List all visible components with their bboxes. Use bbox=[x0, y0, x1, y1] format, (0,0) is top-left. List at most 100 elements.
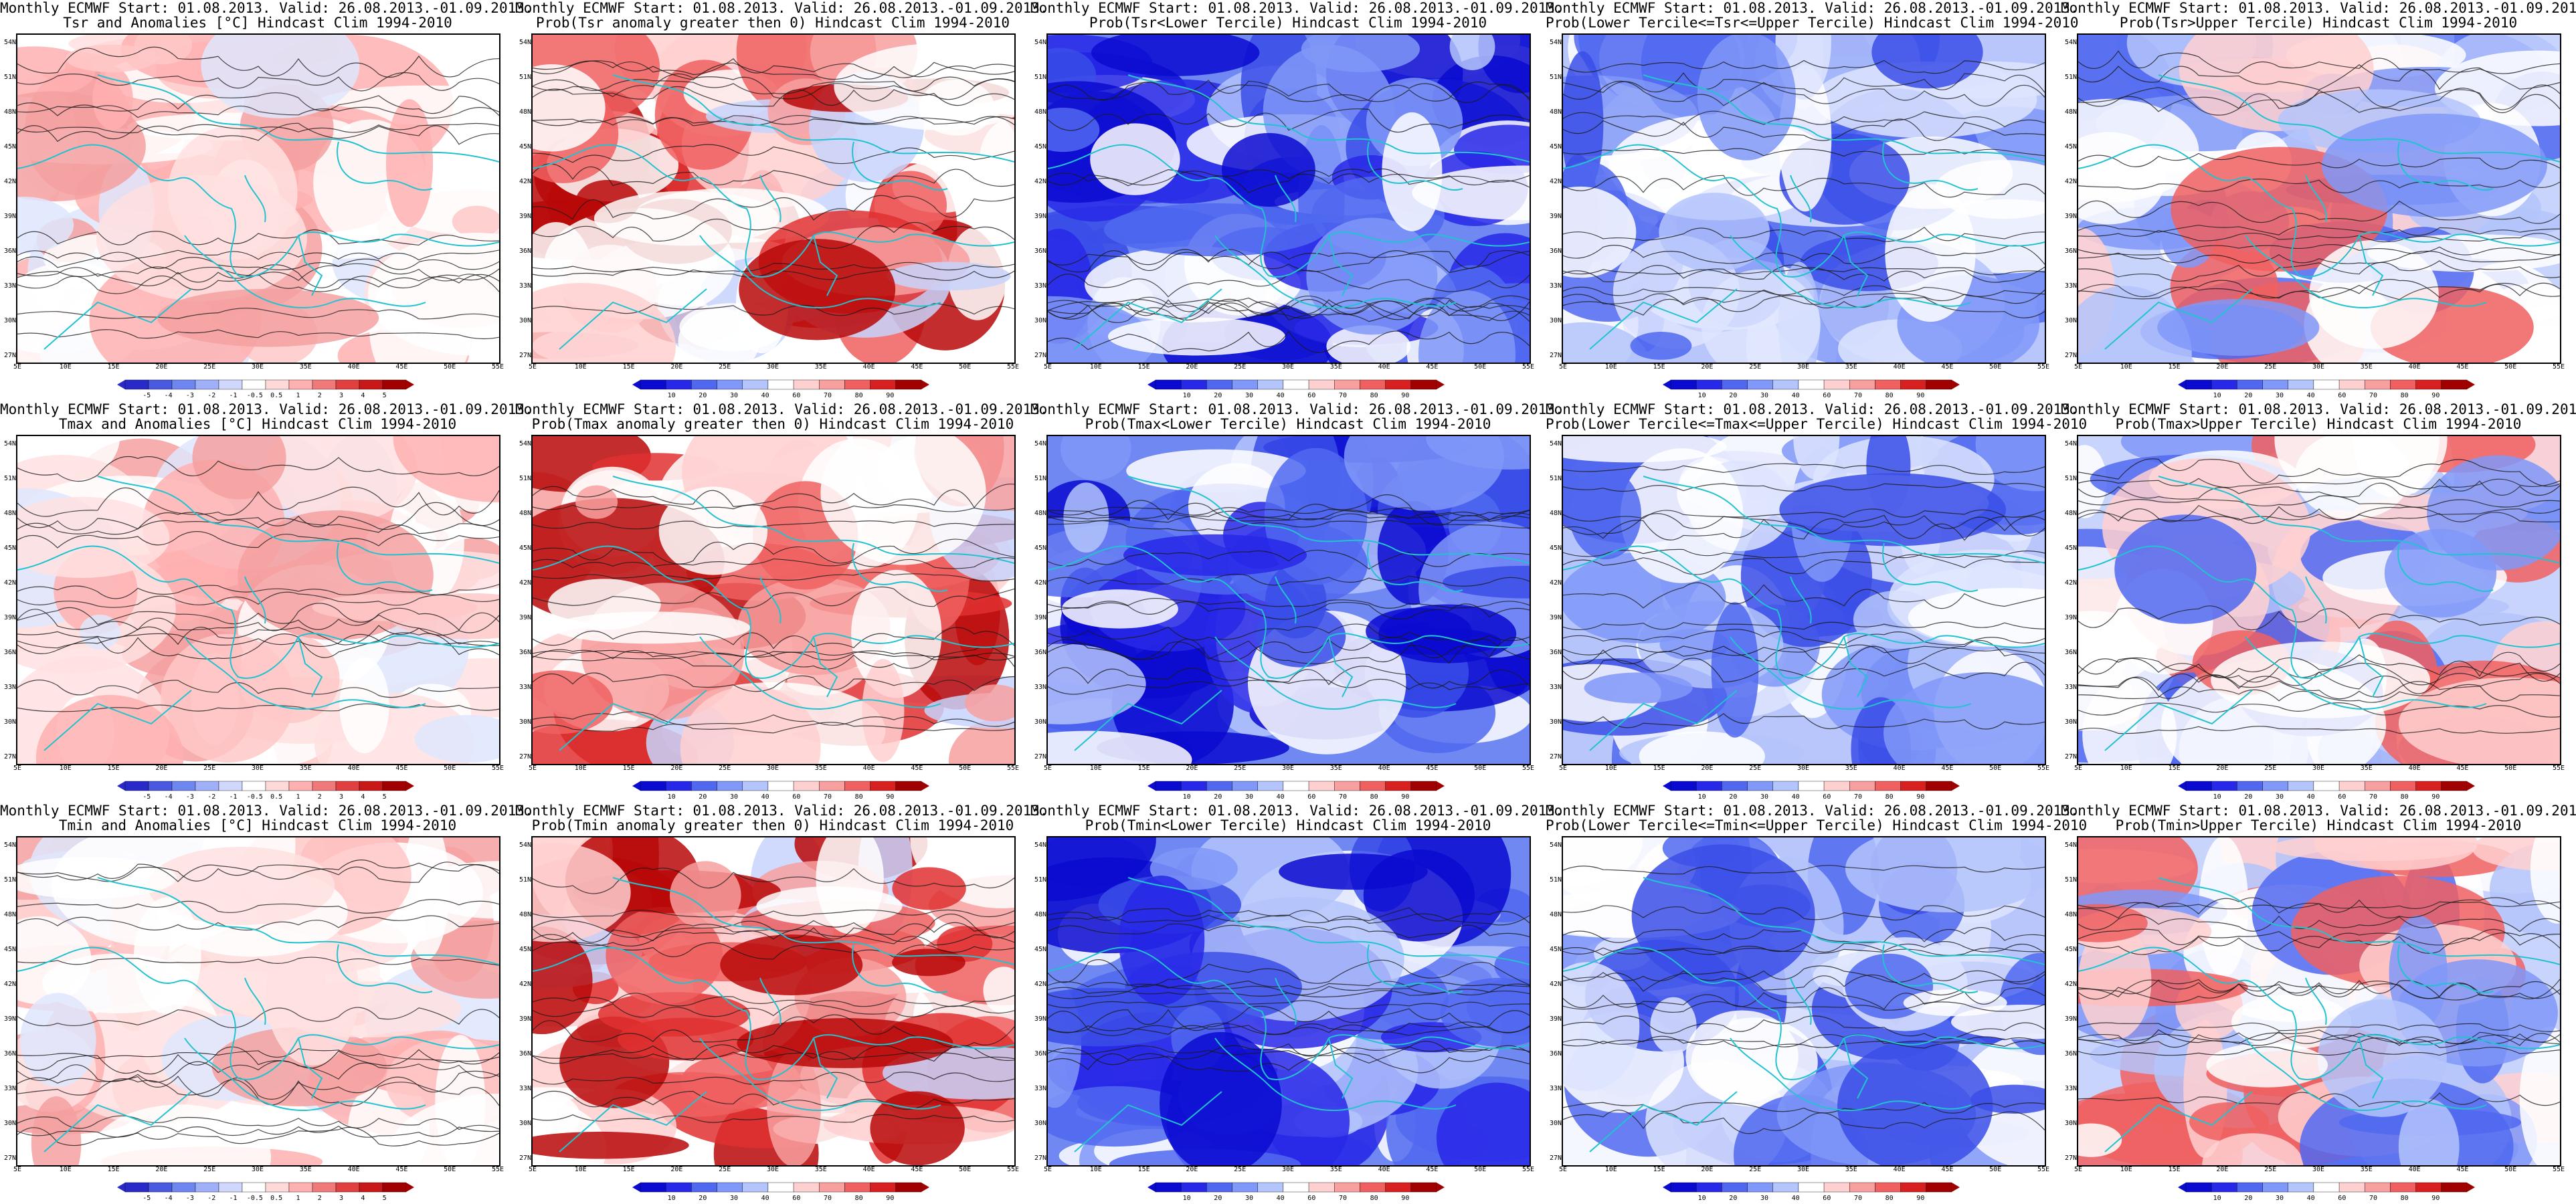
lat-tick-label: 54N bbox=[1034, 39, 1046, 46]
contour-line bbox=[17, 603, 499, 636]
lat-tick-label: 39N bbox=[2064, 614, 2077, 621]
lat-tick-label: 39N bbox=[1549, 614, 1562, 621]
lat-tick-label: 36N bbox=[1549, 649, 1562, 656]
lat-tick-label: 30N bbox=[1549, 317, 1562, 324]
lon-tick-label: 40E bbox=[2408, 363, 2421, 371]
contour-line bbox=[1048, 168, 1530, 194]
colorbar-swatch bbox=[382, 1182, 407, 1193]
probability-map bbox=[531, 33, 1016, 364]
lon-tick-label: 5E bbox=[1558, 1166, 1568, 1173]
lon-tick-label: 50E bbox=[1474, 1166, 1487, 1173]
coastline bbox=[1790, 977, 1869, 1099]
contour-line bbox=[1563, 482, 2045, 492]
colorbar-label: 80 bbox=[2400, 793, 2409, 801]
contour-line bbox=[17, 1046, 499, 1075]
colorbar-swatch bbox=[2365, 1182, 2391, 1193]
shading-blob bbox=[312, 593, 478, 621]
shading-blob bbox=[66, 44, 158, 72]
coastline bbox=[533, 946, 1014, 1080]
colorbar-swatch bbox=[1747, 1182, 1773, 1193]
lat-tick-label: 54N bbox=[1549, 39, 1562, 46]
lat-tick-label: 42N bbox=[3, 579, 16, 587]
colorbar-swatch bbox=[1823, 379, 1850, 390]
lon-tick-label: 15E bbox=[1653, 765, 1665, 772]
lat-tick-label: 48N bbox=[519, 911, 531, 918]
colorbar-swatch bbox=[148, 1182, 173, 1193]
colorbar-label: 4 bbox=[361, 392, 365, 399]
lon-tick-label: 55E bbox=[491, 1166, 504, 1173]
lon-tick-label: 30E bbox=[1281, 765, 1295, 772]
lat-tick-label: 51N bbox=[1549, 475, 1562, 482]
colorbar-swatch bbox=[288, 781, 313, 791]
contour-line bbox=[2078, 200, 2560, 224]
coastline bbox=[1074, 944, 1463, 1152]
colorbar-label: 10 bbox=[667, 793, 676, 801]
colorbar-label: 20 bbox=[1729, 793, 1738, 801]
lat-tick-label: 45N bbox=[1549, 143, 1562, 150]
shading-blob bbox=[737, 1018, 953, 1068]
map-panel-tsr-prob-lower: Monthly ECMWF Start: 01.08.2013. Valid: … bbox=[1030, 0, 1564, 401]
lat-tick-label: 27N bbox=[1034, 352, 1046, 359]
colorbar-swatch bbox=[1772, 781, 1799, 791]
probability-map bbox=[1046, 33, 1531, 364]
shading-blob bbox=[1701, 269, 1821, 363]
lat-tick-label: 30N bbox=[519, 1120, 531, 1127]
panel-title-line2: Prob(Tmax<Lower Tercile) Hindcast Clim 1… bbox=[1085, 416, 1491, 432]
panel-title-line2: Prob(Tmin<Lower Tercile) Hindcast Clim 1… bbox=[1085, 817, 1491, 833]
colorbar-swatch bbox=[717, 781, 743, 791]
coastline bbox=[2104, 141, 2494, 350]
colorbar-label: 40 bbox=[761, 793, 769, 801]
colorbar-label: 20 bbox=[699, 392, 707, 399]
colorbar-label: 10 bbox=[2213, 793, 2221, 801]
colorbar-swatch bbox=[1695, 781, 1722, 791]
lon-tick-label: 10E bbox=[574, 1166, 587, 1173]
contour-line bbox=[17, 308, 499, 320]
colorbar-label: 20 bbox=[699, 1195, 707, 1202]
shading-blob bbox=[1779, 473, 2007, 546]
colorbar-label: 40 bbox=[1276, 793, 1285, 801]
panel-title-line2: Prob(Tmin anomaly greater then 0) Hindca… bbox=[531, 817, 1014, 833]
lon-tick-label: 30E bbox=[251, 1166, 264, 1173]
panel-title-line2: Prob(Tsr>Upper Tercile) Hindcast Clim 19… bbox=[2119, 15, 2518, 31]
shading-blob bbox=[1813, 62, 2037, 138]
lon-tick-label: 30E bbox=[2312, 363, 2325, 371]
shading-blob bbox=[533, 670, 614, 734]
contour-line bbox=[1048, 249, 1530, 273]
coastline bbox=[2158, 877, 2560, 965]
shading-blob bbox=[533, 283, 676, 363]
shading-blob bbox=[820, 436, 986, 565]
lon-tick-label: 40E bbox=[862, 765, 875, 772]
contour-line bbox=[17, 72, 499, 92]
lat-tick-label: 36N bbox=[1034, 649, 1046, 656]
lat-tick-label: 33N bbox=[1034, 684, 1046, 691]
contour-line bbox=[2078, 250, 2560, 264]
colorbar-label: 5 bbox=[382, 392, 387, 399]
lat-tick-label: 30N bbox=[1549, 1120, 1562, 1127]
shading-blob bbox=[1563, 322, 1649, 363]
lon-tick-label: 5E bbox=[2074, 765, 2083, 772]
contour-line bbox=[533, 1003, 1014, 1018]
colorbar-swatch bbox=[195, 1182, 219, 1193]
lat-tick-label: 39N bbox=[1549, 213, 1562, 220]
shading-blob bbox=[2082, 677, 2177, 764]
colorbar bbox=[632, 780, 929, 792]
lon-tick-label: 20E bbox=[155, 1166, 168, 1173]
colorbar-label: 70 bbox=[1853, 392, 1863, 399]
colorbar-label: -2 bbox=[207, 793, 216, 801]
lat-tick-label: 39N bbox=[1034, 1015, 1046, 1023]
colorbar-swatch bbox=[1360, 379, 1386, 390]
colorbar-swatch bbox=[359, 379, 383, 390]
lat-tick-label: 42N bbox=[1549, 178, 1562, 185]
colorbar-swatch bbox=[819, 379, 845, 390]
shading-blob bbox=[1793, 436, 1840, 480]
shading-blob bbox=[134, 35, 193, 65]
shading-blob bbox=[680, 686, 821, 764]
contour-line bbox=[1048, 1045, 1530, 1056]
shading-blob bbox=[2322, 113, 2547, 217]
colorbar-label: -3 bbox=[185, 1195, 194, 1202]
lat-tick-label: 27N bbox=[3, 753, 16, 761]
contour-line bbox=[1048, 296, 1530, 322]
shading-blob bbox=[618, 1017, 754, 1061]
shading-blob bbox=[2211, 641, 2430, 718]
lon-tick-label: 20E bbox=[2216, 1166, 2229, 1173]
